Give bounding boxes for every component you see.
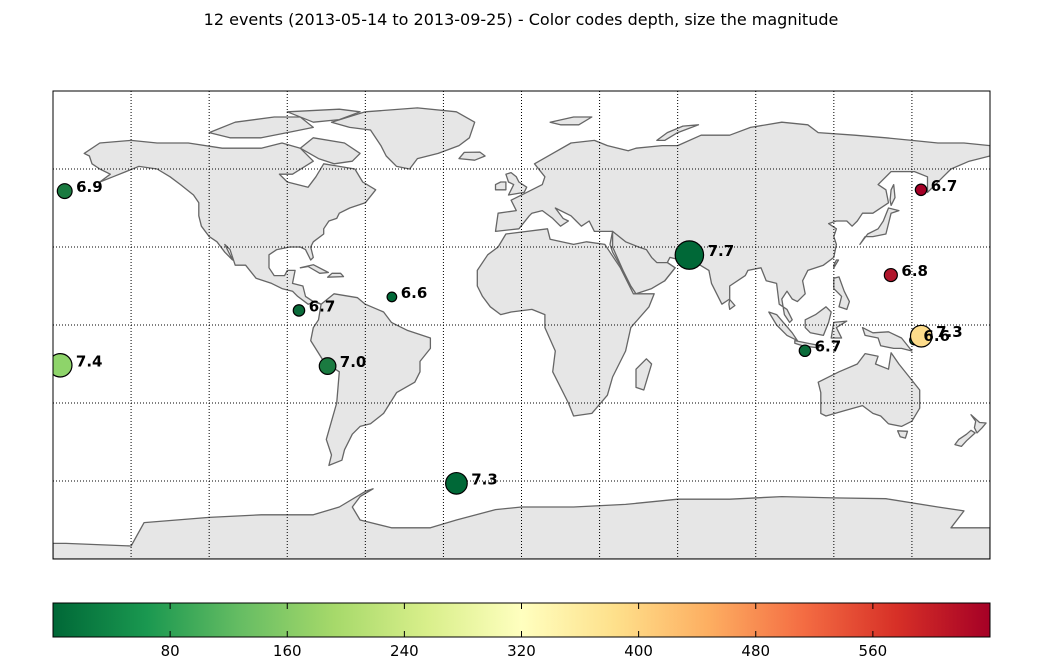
land-tasmania: [896, 430, 909, 439]
event-markers: [49, 183, 933, 495]
land-arabia-cut: [611, 230, 676, 295]
colorbar-tick-label: 400: [624, 642, 653, 660]
event-magnitude-label: 6.7: [815, 338, 842, 356]
event-magnitude-label: 6.6: [923, 327, 950, 345]
land-cuba: [299, 264, 330, 274]
land-taiwan: [833, 259, 840, 269]
event-magnitude-label: 6.8: [901, 262, 928, 280]
event-marker[interactable]: [56, 183, 73, 200]
land-ireland: [494, 181, 507, 191]
land-eurasia: [494, 121, 990, 324]
land-java: [794, 339, 822, 349]
event-magnitude-label: 6.9: [76, 178, 103, 196]
colorbar-ticks: 80 160 240 320 400 480 560: [161, 603, 888, 660]
land-new-zealand-s: [954, 429, 976, 448]
event-marker[interactable]: [445, 471, 468, 495]
land-south-america: [310, 293, 432, 467]
event-magnitude-label: 7.4: [76, 352, 103, 370]
event-marker[interactable]: [674, 240, 705, 270]
event-marker[interactable]: [909, 324, 933, 348]
land-arctic-islands-2: [286, 108, 361, 123]
event-marker[interactable]: [49, 353, 73, 378]
land-madagascar: [635, 358, 653, 391]
event-magnitude-label: 7.7: [708, 242, 735, 260]
event-magnitude-label: 6.6: [401, 284, 428, 302]
colorbar: 80 160 240 320 400 480 560: [52, 602, 991, 660]
event-marker[interactable]: [883, 267, 898, 283]
event-marker[interactable]: [386, 291, 398, 303]
land-north-america: [83, 139, 377, 305]
land-africa: [476, 228, 655, 417]
map-area: [49, 91, 990, 559]
land-philippines: [833, 276, 851, 311]
chart-title: 12 events (2013-05-14 to 2013-09-25) - C…: [203, 10, 839, 29]
colorbar-tick-label: 240: [390, 642, 419, 660]
event-marker[interactable]: [292, 304, 306, 317]
event-marker[interactable]: [914, 183, 928, 197]
land-great-britain: [505, 171, 528, 196]
map-frame: [52, 90, 991, 560]
land-arctic-islands-1: [208, 116, 314, 139]
land-new-zealand-n: [970, 414, 987, 434]
colorbar-tick-label: 80: [161, 642, 180, 660]
event-magnitude-label: 7.0: [340, 353, 367, 371]
land-novaya-zemlya: [656, 124, 700, 142]
event-magnitude-label: 7.3: [936, 323, 963, 341]
land-australia: [817, 352, 921, 428]
land-hispaniola: [326, 272, 345, 278]
event-marker[interactable]: [318, 357, 337, 375]
colorbar-tick-label: 160: [273, 642, 302, 660]
land-iceland: [458, 151, 486, 161]
land-borneo: [804, 306, 832, 337]
graticule: [53, 91, 990, 559]
event-marker[interactable]: [798, 344, 812, 358]
land-greenland: [330, 107, 476, 170]
event-magnitude-label: 6.7: [931, 177, 958, 195]
event-magnitude-label: 7.3: [471, 470, 498, 488]
colorbar-tick-label: 560: [859, 642, 888, 660]
land-kamchatka-sakhalin: [889, 183, 896, 207]
land-svalbard: [549, 116, 593, 126]
event-labels: 6.97.46.76.67.07.37.76.76.86.76.67.3: [76, 177, 963, 488]
colorbar-tick-label: 480: [741, 642, 770, 660]
land-sri-lanka: [728, 298, 736, 311]
colorbar-tick-label: 320: [507, 642, 536, 660]
event-magnitude-label: 6.7: [309, 297, 336, 315]
land-japan: [859, 207, 900, 246]
land-new-guinea: [861, 326, 913, 352]
land-baffin: [299, 137, 361, 165]
